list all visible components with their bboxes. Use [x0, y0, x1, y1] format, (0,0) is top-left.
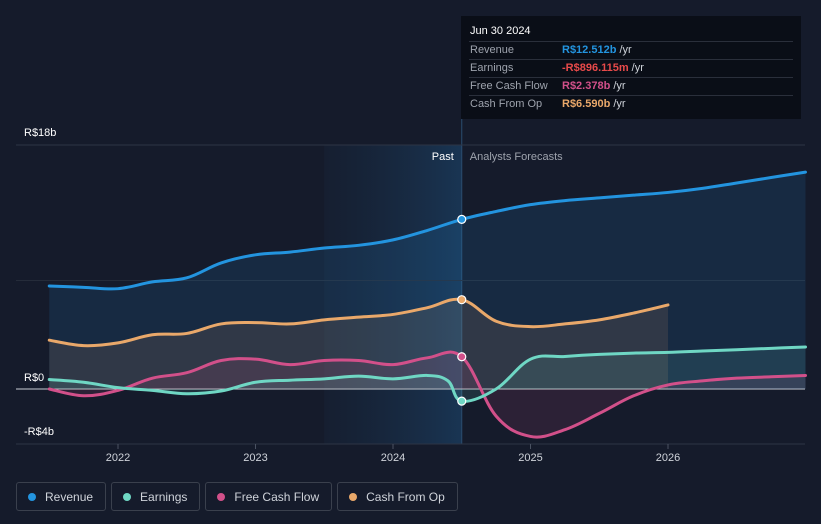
area-revenue — [49, 172, 806, 389]
line-revenue — [47, 170, 807, 291]
y-tick-label: -R$4b — [24, 426, 54, 438]
tooltip-value: -R$896.115m — [562, 62, 629, 74]
legend-label: Free Cash Flow — [234, 489, 320, 504]
legend-dot-icon — [123, 492, 132, 501]
tooltip-unit: /yr — [613, 98, 626, 110]
tooltip-label: Earnings — [470, 62, 514, 74]
tooltip-unit: /yr — [619, 44, 632, 56]
tooltip-value: R$2.378b — [562, 80, 611, 92]
legend-dot-icon — [28, 492, 36, 501]
tooltip-label: Revenue — [470, 44, 515, 56]
legend-label: Earnings — [140, 489, 188, 504]
legend-dot-icon — [217, 492, 226, 501]
legend: Revenue Earnings Free Cash Flow Cash From O… — [16, 482, 463, 511]
marker-free-cash-flow — [457, 352, 467, 362]
line-free-cash-flow — [47, 350, 807, 439]
tooltip-row: Revenue R$12.512b/yr — [469, 41, 793, 59]
line-cash-from-op — [47, 297, 670, 348]
past-shade-band — [324, 145, 462, 444]
tooltip-value: R$6.590b — [562, 98, 611, 110]
tooltip-date: Jun 30 2024 — [470, 25, 531, 37]
x-tick-label: 2026 — [656, 452, 680, 464]
past-label: Past — [432, 151, 454, 163]
tooltip-row: Cash From Op R$6.590b/yr — [469, 95, 793, 113]
x-tick-label: 2023 — [243, 452, 267, 464]
legend-item-revenue[interactable]: Revenue — [16, 482, 107, 511]
tooltip-value: R$12.512b — [562, 44, 617, 56]
tooltip-unit: /yr — [613, 80, 626, 92]
area-free-cash-flow — [49, 352, 806, 438]
tooltip-row: Earnings -R$896.115m/yr — [469, 59, 793, 77]
y-tick-label: R$18b — [24, 127, 56, 139]
marker-revenue — [457, 214, 467, 224]
line-earnings — [47, 345, 807, 403]
legend-item-earnings[interactable]: Earnings — [111, 482, 201, 511]
legend-label: Revenue — [45, 489, 94, 504]
tooltip-unit: /yr — [631, 62, 644, 74]
y-tick-label: R$0 — [24, 372, 44, 384]
forecast-label: Analysts Forecasts — [470, 151, 563, 163]
legend-dot-icon — [349, 492, 358, 501]
x-tick-label: 2022 — [106, 452, 130, 464]
tooltip-label: Free Cash Flow — [470, 80, 548, 92]
x-tick-label: 2025 — [518, 452, 542, 464]
legend-label: Cash From Op — [366, 489, 445, 504]
legend-item-free-cash-flow[interactable]: Free Cash Flow — [205, 482, 333, 511]
x-tick-label: 2024 — [381, 452, 405, 464]
tooltip-row: Free Cash Flow R$2.378b/yr — [469, 77, 793, 95]
legend-item-cash-from-op[interactable]: Cash From Op — [337, 482, 458, 511]
tooltip-label: Cash From Op — [470, 98, 543, 110]
marker-earnings — [457, 396, 467, 406]
marker-cash-from-op — [457, 295, 467, 305]
tooltip: Jun 30 2024 Revenue R$12.512b/yr Earnings -… — [461, 16, 801, 119]
